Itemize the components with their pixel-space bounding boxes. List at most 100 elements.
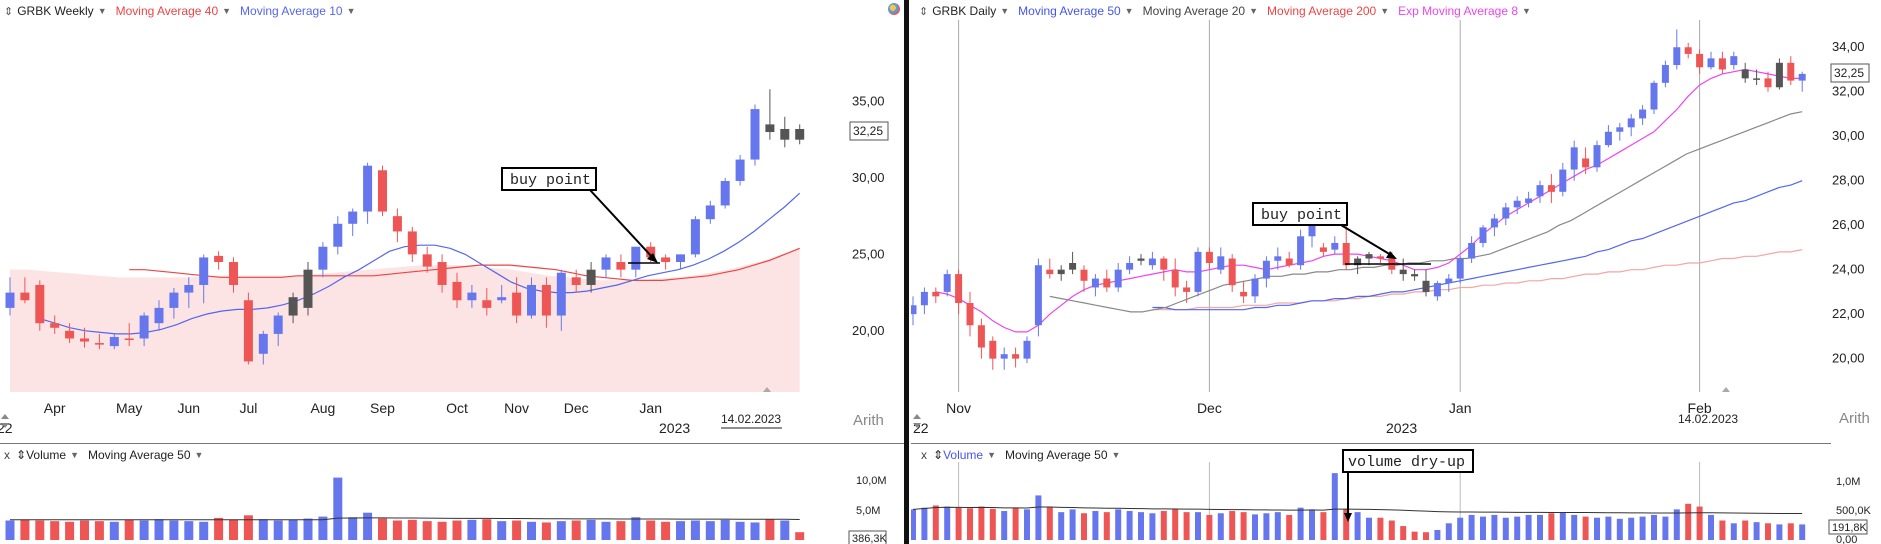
- candle[interactable]: [1148, 251, 1156, 270]
- candle[interactable]: [124, 323, 134, 347]
- candle[interactable]: [80, 327, 89, 348]
- volume-bar[interactable]: [1639, 516, 1646, 540]
- candle[interactable]: [690, 216, 700, 258]
- candle[interactable]: [750, 104, 760, 166]
- candle[interactable]: [467, 284, 477, 308]
- volume-bar[interactable]: [273, 520, 283, 541]
- candle[interactable]: [35, 280, 45, 331]
- zoom-arrows-icon[interactable]: [1, 414, 9, 428]
- volume-bar[interactable]: [1480, 516, 1486, 540]
- candle[interactable]: [989, 336, 997, 370]
- volume-bar[interactable]: [1138, 512, 1144, 540]
- volume-bar[interactable]: [422, 521, 432, 540]
- volume-bar[interactable]: [35, 520, 45, 541]
- volume-bar[interactable]: [1195, 512, 1201, 540]
- candle[interactable]: [1433, 280, 1441, 301]
- volume-bar[interactable]: [911, 509, 916, 540]
- volume-bar[interactable]: [1582, 516, 1589, 540]
- candle[interactable]: [1114, 262, 1122, 292]
- volume-bar[interactable]: [1001, 511, 1008, 540]
- candle[interactable]: [1604, 125, 1612, 148]
- volume-bar[interactable]: [1377, 517, 1384, 540]
- daily-volume-ma-selector[interactable]: Moving Average 50 ▼: [1005, 448, 1120, 462]
- candle[interactable]: [1718, 51, 1726, 74]
- volume-bar[interactable]: [1081, 513, 1087, 540]
- volume-bar[interactable]: [1092, 511, 1099, 540]
- volume-bar[interactable]: [1183, 512, 1190, 540]
- candle[interactable]: [497, 284, 507, 304]
- volume-bar[interactable]: [1708, 514, 1714, 540]
- candle[interactable]: [199, 254, 209, 304]
- candle[interactable]: [1741, 62, 1749, 83]
- volume-bar[interactable]: [1320, 512, 1327, 540]
- volume-separator[interactable]: [911, 443, 1831, 444]
- volume-bar[interactable]: [1229, 511, 1236, 540]
- candle[interactable]: [920, 287, 928, 315]
- candle[interactable]: [1479, 225, 1487, 248]
- volume-bar[interactable]: [303, 518, 313, 540]
- volume-bar[interactable]: [65, 521, 75, 540]
- candle[interactable]: [1525, 191, 1533, 208]
- volume-bar[interactable]: [407, 519, 417, 540]
- candle[interactable]: [556, 269, 566, 331]
- volume-bar[interactable]: [616, 521, 626, 540]
- volume-bar[interactable]: [1514, 516, 1521, 540]
- volume-bar[interactable]: [676, 521, 685, 540]
- volume-bar[interactable]: [1730, 523, 1737, 540]
- volume-bar[interactable]: [1172, 509, 1179, 540]
- candle[interactable]: [422, 246, 432, 273]
- candle[interactable]: [1411, 269, 1419, 281]
- candle[interactable]: [363, 162, 373, 224]
- chart-settings-icon[interactable]: [888, 3, 900, 15]
- volume-bar[interactable]: [1217, 513, 1224, 540]
- candle[interactable]: [1012, 347, 1020, 368]
- candle[interactable]: [1445, 274, 1453, 292]
- volume-bar[interactable]: [1035, 495, 1042, 540]
- candle[interactable]: [1593, 140, 1601, 172]
- candle[interactable]: [94, 333, 104, 350]
- drag-handle-icon[interactable]: ⇕: [16, 448, 27, 462]
- volume-bar[interactable]: [735, 521, 745, 540]
- volume-bar[interactable]: [1525, 514, 1532, 540]
- candle[interactable]: [1559, 162, 1567, 197]
- candle[interactable]: [288, 292, 298, 324]
- candle[interactable]: [1354, 256, 1362, 275]
- daily-volume-selector[interactable]: Volume ▼: [943, 448, 996, 462]
- volume-bar[interactable]: [497, 521, 507, 540]
- volume-bar[interactable]: [601, 521, 611, 540]
- volume-bar[interactable]: [631, 517, 641, 540]
- volume-bar[interactable]: [1468, 514, 1475, 540]
- candle[interactable]: [1639, 105, 1647, 126]
- volume-bar[interactable]: [348, 517, 358, 540]
- volume-bar[interactable]: [1103, 512, 1110, 540]
- candle[interactable]: [955, 269, 963, 315]
- volume-bar[interactable]: [154, 519, 164, 540]
- panel-divider[interactable]: [904, 0, 909, 544]
- candle[interactable]: [318, 242, 328, 278]
- candle[interactable]: [1319, 242, 1327, 257]
- candle[interactable]: [1251, 274, 1259, 304]
- close-icon[interactable]: x: [4, 448, 10, 462]
- candle[interactable]: [273, 312, 283, 347]
- scroll-triangle-icon[interactable]: [763, 387, 771, 392]
- volume-bar[interactable]: [556, 521, 566, 540]
- daily-symbol-selector[interactable]: GRBK Daily ▼: [932, 4, 1009, 18]
- volume-bar[interactable]: [1502, 517, 1509, 540]
- zoom-arrows-icon[interactable]: [913, 414, 921, 428]
- volume-bar[interactable]: [527, 521, 536, 540]
- candle[interactable]: [1650, 80, 1658, 114]
- volume-bar[interactable]: [690, 520, 700, 541]
- scroll-triangle-icon[interactable]: [1722, 387, 1730, 392]
- volume-bar[interactable]: [795, 532, 805, 540]
- daily-price-chart[interactable]: 20,00 22,00 24,00 26,00 28,00 30,00 32,00 34,00…: [911, 0, 1881, 544]
- volume-bar[interactable]: [1069, 509, 1076, 540]
- candle[interactable]: [348, 208, 358, 237]
- candle[interactable]: [661, 254, 671, 270]
- volume-bar[interactable]: [1286, 514, 1293, 540]
- candle[interactable]: [1034, 258, 1042, 337]
- candle[interactable]: [1513, 196, 1521, 215]
- volume-bar[interactable]: [1457, 517, 1464, 540]
- volume-bar[interactable]: [243, 515, 253, 540]
- candle[interactable]: [1285, 251, 1293, 268]
- candle[interactable]: [1627, 113, 1635, 137]
